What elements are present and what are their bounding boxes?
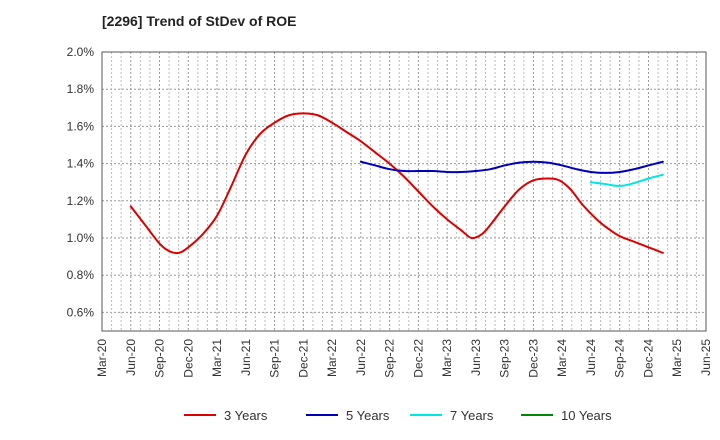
x-tick-label: Sep-22 [383, 339, 397, 378]
x-tick-label: Jun-24 [584, 339, 598, 376]
x-tick-label: Mar-25 [670, 339, 684, 377]
x-tick-label: Jun-20 [124, 339, 138, 376]
y-tick-label: 1.6% [67, 119, 95, 133]
x-tick-label: Sep-21 [268, 339, 282, 378]
series-layer [129, 112, 664, 255]
x-tick-label: Jun-21 [239, 339, 253, 376]
x-tick-label: Mar-21 [210, 339, 224, 377]
y-tick-label: 1.2% [67, 194, 95, 208]
y-tick-label: 0.6% [67, 305, 95, 319]
legend-label-1: 5 Years [346, 408, 390, 423]
x-axis: Mar-20 Jun-20 Sep-20 Dec-20 Mar-21 Jun-21 Sep-… [95, 339, 713, 378]
x-tick-label: Sep-23 [498, 339, 512, 378]
chart-title: [2296] Trend of StDev of ROE [102, 13, 296, 29]
legend-label-3: 10 Years [561, 408, 612, 423]
legend-label-0: 3 Years [224, 408, 268, 423]
x-tick-label: Jun-25 [699, 339, 713, 376]
x-tick-label: Mar-22 [325, 339, 339, 377]
x-tick-label: Dec-24 [641, 339, 655, 378]
x-tick-label: Dec-21 [296, 339, 310, 378]
x-tick-label: Mar-24 [555, 339, 569, 377]
legend: 3 Years 5 Years 7 Years 10 Years [184, 408, 612, 423]
x-tick-label: Dec-23 [526, 339, 540, 378]
x-tick-label: Mar-20 [95, 339, 109, 377]
y-axis: 0.6% 0.8% 1.0% 1.2% 1.4% 1.6% 1.8% 2.0% [67, 45, 95, 319]
x-tick-label: Dec-22 [411, 339, 425, 378]
legend-label-2: 7 Years [450, 408, 494, 423]
y-tick-label: 1.8% [67, 82, 95, 96]
series-line-2 [589, 173, 664, 187]
plot-frame [101, 51, 707, 332]
x-tick-label: Jun-23 [469, 339, 483, 376]
y-tick-label: 0.8% [67, 268, 95, 282]
x-tick-label: Dec-20 [181, 339, 195, 378]
series-line-0 [129, 112, 664, 255]
series-line-1 [359, 160, 664, 174]
x-tick-label: Sep-24 [613, 339, 627, 378]
plot-area [102, 52, 706, 331]
x-tick-label: Jun-22 [354, 339, 368, 376]
y-tick-label: 1.0% [67, 231, 95, 245]
y-tick-label: 1.4% [67, 157, 95, 171]
y-tick-label: 2.0% [67, 45, 95, 59]
x-tick-label: Sep-20 [153, 339, 167, 378]
x-tick-label: Mar-23 [440, 339, 454, 377]
